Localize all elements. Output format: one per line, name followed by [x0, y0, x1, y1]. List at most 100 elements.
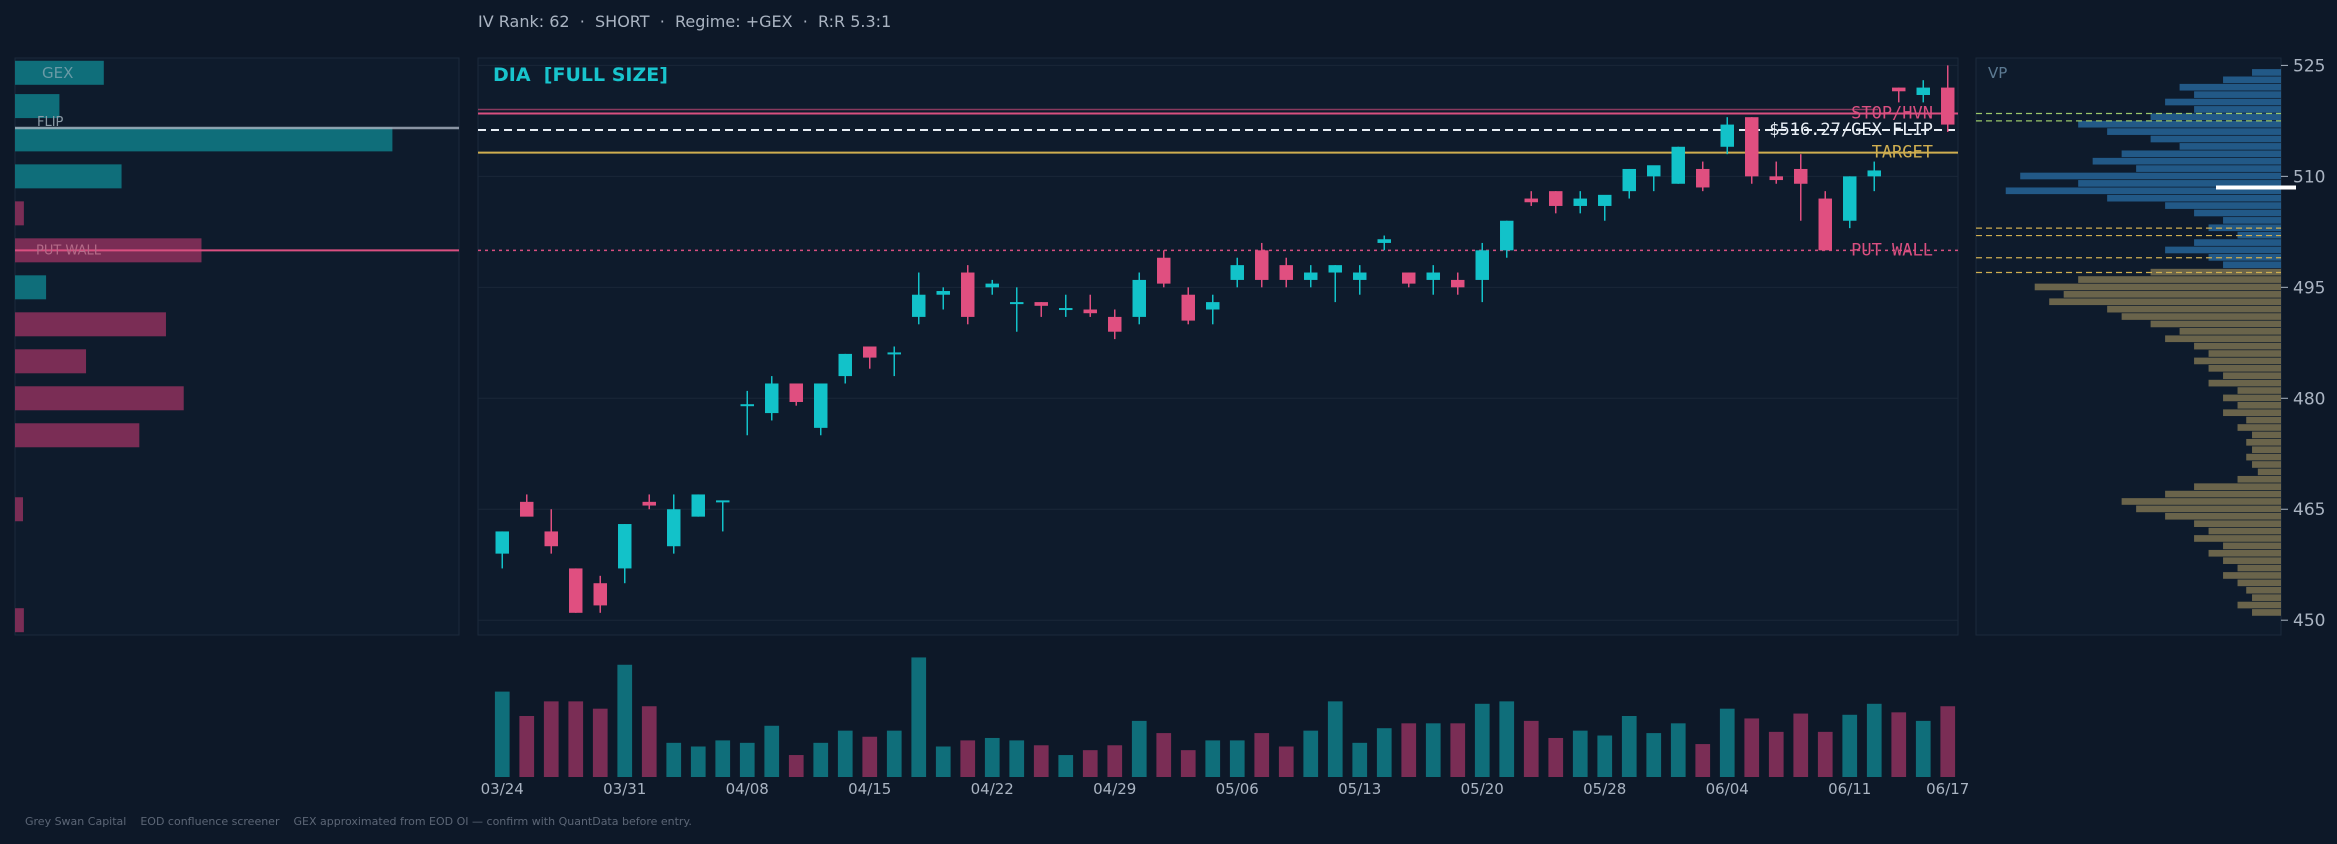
y-tick-label: 495 [2293, 278, 2325, 298]
vp-bin [2237, 401, 2281, 409]
volume-bar [1425, 723, 1441, 777]
candle-body [863, 346, 877, 358]
vp-bin [2165, 202, 2281, 209]
vp-bin [2223, 557, 2281, 564]
vp-bin [2150, 113, 2281, 121]
x-tick-label: 04/08 [726, 780, 769, 798]
volume-bar [1229, 740, 1245, 777]
vp-bin [2078, 276, 2281, 283]
candle-body [1304, 272, 1318, 280]
vp-bin [2223, 372, 2281, 380]
candle-body [1892, 87, 1906, 92]
gex-put-wall-label: PUT WALL [36, 243, 102, 258]
volume-bar [715, 740, 731, 777]
volume-bar [1866, 703, 1882, 777]
candle-body [1059, 308, 1073, 311]
volume-bar [1401, 723, 1417, 777]
candle-body [593, 583, 607, 606]
vp-bin [2208, 224, 2281, 232]
volume-bar [1009, 740, 1025, 777]
candle-body [1696, 168, 1710, 188]
candle-body [569, 568, 583, 613]
gex-flip-label: FLIP [37, 115, 64, 130]
vp-bin [2179, 143, 2281, 150]
gex-bar [15, 608, 24, 633]
x-tick-label: 03/31 [603, 780, 646, 798]
vp-bin [2005, 187, 2281, 195]
vp-bin [2223, 217, 2281, 224]
vp-bin [2252, 461, 2281, 468]
vp-bin [2179, 328, 2281, 335]
vp-bin [2165, 490, 2281, 498]
candle-body [814, 383, 828, 428]
volume-bar [1768, 731, 1784, 777]
candle-body [961, 272, 975, 317]
candle-body [838, 353, 852, 377]
volume-bar [1082, 750, 1098, 777]
vp-bin [2092, 157, 2281, 165]
candle-body [1573, 198, 1587, 206]
volume-bar [1376, 728, 1392, 777]
candle-body [1451, 279, 1465, 288]
candle-body [495, 531, 509, 554]
vp-bin [2194, 520, 2281, 527]
candle-body [1916, 87, 1930, 95]
gex-title: GEX [42, 64, 73, 82]
vp-bin [2020, 172, 2281, 180]
volume-bar [1180, 750, 1196, 777]
vp-bin [2237, 475, 2281, 483]
candle-body [1230, 265, 1244, 280]
volume-bar [1793, 713, 1809, 777]
volume-bar [886, 730, 902, 777]
gex-bar [15, 312, 166, 337]
volume-bar [788, 755, 804, 777]
gex-bar [15, 423, 140, 448]
vp-bin [2121, 150, 2281, 158]
vp-bin [2136, 505, 2281, 513]
candle-body [912, 294, 926, 317]
vp-bin [2136, 165, 2281, 172]
candle-body [1794, 168, 1808, 184]
candle-body [1647, 165, 1661, 177]
volume-bar [1499, 701, 1515, 777]
volume-bar [960, 740, 976, 777]
candle-body [1132, 279, 1146, 317]
gex-bar [15, 94, 60, 119]
x-tick-label: 04/29 [1093, 780, 1136, 798]
vp-bin [2078, 120, 2281, 128]
candle-body [936, 291, 950, 295]
vp-bin [2194, 91, 2281, 98]
vp-bin [2208, 379, 2281, 387]
y-tick-label: 510 [2293, 167, 2325, 187]
vp-bin [2252, 609, 2281, 616]
vp-bin [2246, 438, 2281, 446]
volume-bar [1548, 737, 1564, 777]
candle-body [1671, 146, 1685, 184]
volume-bar [1352, 742, 1368, 777]
volume-bar [1205, 740, 1221, 777]
candle-body [1108, 316, 1122, 332]
candle-body [985, 283, 999, 288]
volume-bar [1817, 731, 1833, 777]
volume-bar [1523, 720, 1539, 777]
y-tick-label: 465 [2293, 500, 2325, 520]
vp-bin [2121, 498, 2281, 505]
iv-rank: IV Rank: 62 [478, 12, 570, 31]
vp-bin [2237, 424, 2281, 431]
x-tick-label: 06/11 [1828, 780, 1871, 798]
candle-body [887, 352, 901, 355]
risk-reward: R:R 5.3:1 [818, 12, 892, 31]
vp-bin [2063, 291, 2281, 298]
x-tick-label: 05/28 [1583, 780, 1626, 798]
vp-bin [2121, 313, 2281, 320]
vp-bin [2246, 586, 2281, 594]
direction-badge: SHORT [595, 12, 650, 31]
volume-bar [494, 691, 510, 777]
volume-bar [1131, 720, 1147, 777]
vp-bin [2208, 527, 2281, 535]
vp-bin [2252, 446, 2281, 454]
candle-body [691, 494, 705, 517]
candle-body [765, 383, 779, 414]
vp-bin [2049, 298, 2281, 306]
volume-bar [1891, 712, 1907, 777]
